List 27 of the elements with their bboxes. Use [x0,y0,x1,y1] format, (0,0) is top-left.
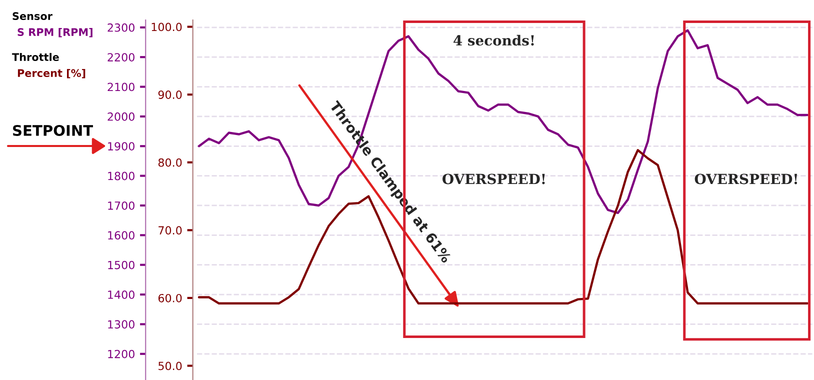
y2-tick-label: 50.0 [158,362,182,370]
y-tick-label: 1600 [108,231,134,240]
annotation: 4 seconds! [453,34,534,46]
y-tick-label: 1400 [108,290,134,299]
y-tick-label: 2100 [108,82,134,92]
y2-tick-label: 90.0 [158,90,182,99]
y2-tick-label: 60.0 [158,294,182,302]
text: S RPM [RPM] [18,28,92,38]
y-tick-label: 2300 [108,23,134,32]
line-series [198,29,808,214]
annotation: OVERSPEED! [442,174,545,184]
y2-tick-label: 70.0 [158,226,182,235]
y-tick-label: 2000 [108,112,134,121]
y-tick-label: 1200 [108,350,134,358]
y2-tick-label: 80.0 [158,158,182,167]
y-tick-label: 1700 [108,201,134,210]
annotation: OVERSPEED! [694,174,798,184]
y-tick-label: 1800 [108,172,134,180]
y-tick-label: 1500 [108,260,134,270]
text: Percent [%] [18,68,86,78]
text: Sensor [12,12,52,20]
text: SETPOINT [13,124,93,136]
y-tick-label: 2200 [108,53,134,62]
y-tick-label: 1900 [108,142,134,151]
y-tick-label: 1300 [108,320,134,329]
text: Throttle [12,52,59,62]
y2-tick-label: 100.0 [152,22,182,32]
